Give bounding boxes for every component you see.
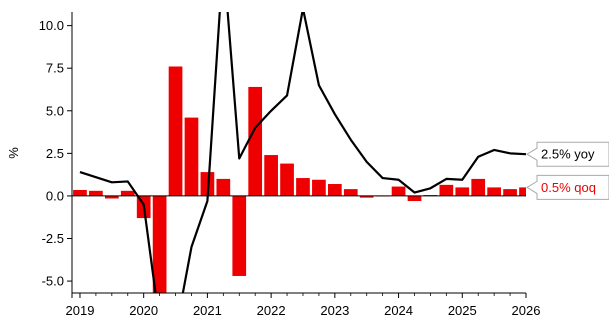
yoy-line-layer — [79, 12, 526, 293]
qoq-bar — [89, 190, 103, 196]
qoq-bar — [519, 187, 526, 196]
y-tick-label: -5.0 — [42, 274, 64, 289]
x-tick-label: 2022 — [257, 303, 286, 318]
x-tick-label: 2019 — [66, 303, 95, 318]
y-tick-label: 0.0 — [46, 188, 64, 203]
callout-label: 0.5% qoq — [541, 180, 596, 195]
y-tick-label: -2.5 — [42, 231, 64, 246]
x-axis: 2019 2020 2021 2022 2023 2024 2025 2026 — [66, 292, 541, 318]
qoq-bar — [312, 179, 326, 196]
qoq-bar — [343, 189, 358, 196]
x-tick-label: 2020 — [129, 303, 158, 318]
qoq-bar — [216, 178, 231, 196]
callout-box — [526, 174, 609, 200]
x-tick-label: 2026 — [512, 303, 541, 318]
qoq-bar — [471, 178, 486, 196]
qoq-bar — [73, 189, 87, 196]
callouts: 2.5% yoy 0.5% qoq — [526, 141, 609, 200]
qoq-bar — [264, 155, 278, 196]
y-tick-label: 10.0 — [39, 18, 64, 33]
x-tick-label: 2021 — [193, 303, 222, 318]
qoq-bar — [248, 86, 263, 196]
qoq-bar — [200, 172, 215, 196]
qoq-bar — [232, 195, 247, 276]
qoq-bar — [359, 195, 374, 198]
y-axis: 10.0 7.5 5.0 2.5 0.0 -2.5 -5.0 — [39, 12, 73, 293]
x-tick-label: 2024 — [384, 303, 413, 318]
qoq-bar — [487, 187, 501, 196]
y-tick-label: 2.5 — [46, 146, 64, 161]
yoy-line — [79, 12, 526, 293]
qoq-bar — [391, 186, 406, 196]
y-tick-label: 7.5 — [46, 61, 64, 76]
qoq-bar — [296, 178, 310, 196]
qoq-bar — [407, 195, 422, 202]
callout-label: 2.5% yoy — [541, 147, 595, 162]
qoq-bar — [104, 195, 119, 199]
y-axis-title: % — [6, 147, 21, 159]
qoq-bar — [152, 195, 167, 293]
x-tick-label: 2025 — [448, 303, 477, 318]
qoq-bar — [120, 190, 135, 196]
qoq-bar — [280, 163, 294, 196]
qoq-bar — [168, 66, 183, 196]
callout-box — [526, 141, 609, 167]
y-tick-label: 5.0 — [46, 103, 64, 118]
x-tick-label: 2023 — [320, 303, 349, 318]
qoq-bar — [503, 189, 517, 196]
qoq-bars — [73, 66, 526, 293]
qoq-bar — [455, 187, 470, 196]
qoq-bar — [327, 184, 342, 196]
qoq-bar — [184, 117, 199, 196]
qoq-bar — [439, 184, 454, 196]
